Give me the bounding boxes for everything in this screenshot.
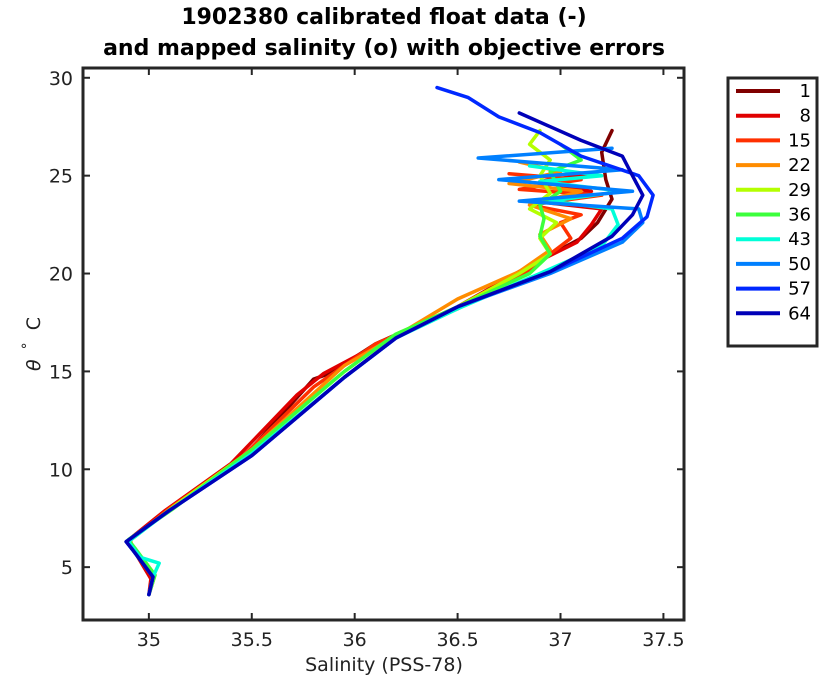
- chart-subtitle: and mapped salinity (o) with objective e…: [103, 36, 665, 61]
- x-tick-label: 36.5: [436, 629, 478, 651]
- legend-label-15: 15: [788, 130, 811, 151]
- plot-frame: [81, 66, 686, 622]
- y-axis-label-unit: C: [23, 317, 45, 330]
- x-tick-label: 35.5: [231, 629, 273, 651]
- x-tick-label: 37: [548, 629, 572, 651]
- y-tick-label: 10: [49, 459, 73, 481]
- y-axis-label-degree: °: [20, 342, 36, 349]
- legend-label-64: 64: [788, 303, 811, 324]
- tick-layer: 35 35.5 36 36.5 37 37.5 5 10 15 20 25 30: [49, 68, 685, 651]
- legend-label-43: 43: [788, 229, 811, 250]
- legend-box: [726, 76, 819, 348]
- y-tick-label: 5: [61, 557, 73, 579]
- legend-label-50: 50: [788, 254, 811, 275]
- series-layer: [124, 85, 655, 597]
- legend-label-22: 22: [788, 155, 811, 176]
- x-tick-label: 36: [343, 629, 367, 651]
- legend-label-1: 1: [800, 81, 811, 102]
- legend-label-57: 57: [788, 279, 811, 300]
- x-axis-label: Salinity (PSS-78): [305, 654, 463, 676]
- y-tick-label: 15: [49, 361, 73, 383]
- legend-label-36: 36: [788, 205, 811, 226]
- legend: 1 8 15 22 29 36 43 50 57 64: [726, 76, 819, 348]
- legend-entries: 1 8 15 22 29 36 43 50 57 64: [736, 81, 811, 324]
- y-axis-label: θ ° C: [15, 317, 45, 371]
- y-tick-label: 20: [49, 264, 73, 286]
- plot-area: 35 35.5 36 36.5 37 37.5 5 10 15 20 25 30: [49, 66, 686, 651]
- x-tick-label: 37.5: [642, 629, 684, 651]
- y-tick-label: 30: [49, 68, 73, 90]
- legend-label-29: 29: [788, 180, 811, 201]
- chart-title: 1902380 calibrated float data (-): [181, 5, 586, 30]
- x-tick-label: 35: [137, 629, 161, 651]
- svg-text:θ ° C: θ ° C: [15, 317, 45, 371]
- y-axis-label-symbol: θ: [23, 359, 45, 371]
- y-tick-label: 25: [49, 166, 73, 188]
- series-line-64: [124, 111, 645, 597]
- legend-label-8: 8: [800, 106, 811, 127]
